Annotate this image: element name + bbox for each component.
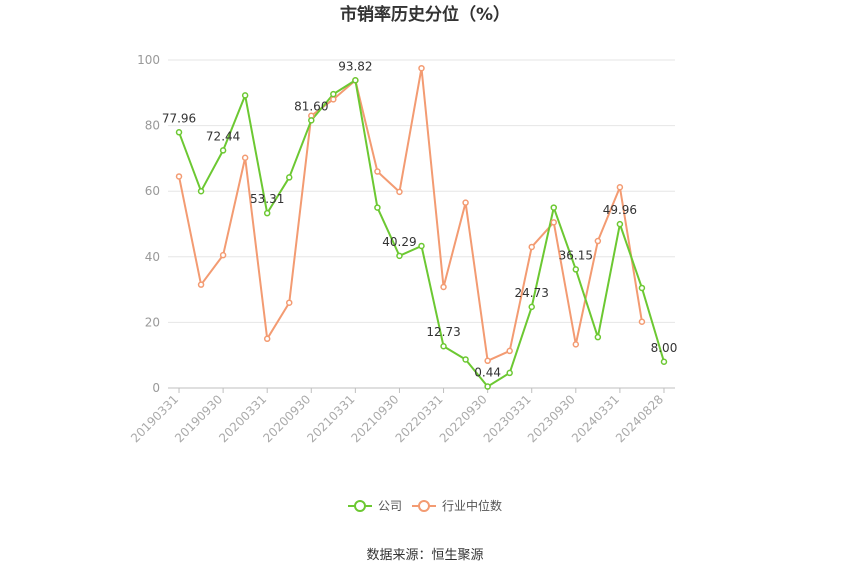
legend-item-company[interactable]: 公司 [348,499,402,513]
data-point-company[interactable] [440,342,447,350]
y-tick-label: 20 [145,315,160,329]
data-point-company[interactable] [462,356,469,363]
y-tick-label: 80 [145,119,160,133]
data-point-company[interactable] [175,129,183,136]
data-point-industry-median[interactable] [175,173,183,180]
data-point-company[interactable] [550,204,558,211]
data-point-company[interactable] [616,220,624,228]
series-line-company [178,79,665,388]
data-point-company[interactable] [594,333,602,341]
data-point-industry-median[interactable] [594,237,602,245]
data-point-industry-median[interactable] [616,184,624,191]
data-point-industry-median[interactable] [572,341,580,348]
legend-item-industry-median[interactable]: 行业中位数 [412,498,502,513]
data-point-company[interactable] [263,209,271,217]
data-label: 93.82 [338,59,372,73]
legend-label-industry-median: 行业中位数 [442,498,502,513]
data-point-industry-median[interactable] [638,318,646,325]
data-point-industry-median[interactable] [396,188,403,196]
data-label: 36.15 [559,248,593,262]
data-point-company[interactable] [506,369,513,377]
data-point-industry-median[interactable] [506,347,513,355]
data-point-company[interactable] [528,303,535,311]
data-point-company[interactable] [484,383,491,390]
data-point-industry-median[interactable] [330,96,337,103]
data-point-industry-median[interactable] [528,243,535,251]
data-point-industry-median[interactable] [462,199,469,206]
data-point-industry-median[interactable] [550,219,558,226]
data-point-industry-median[interactable] [263,335,271,343]
y-tick-label: 60 [145,184,160,198]
data-point-company[interactable] [352,77,359,84]
data-point-company[interactable] [241,92,249,99]
data-point-company[interactable] [396,252,403,260]
data-point-industry-median[interactable] [440,283,447,291]
y-tick-label: 100 [137,53,160,67]
legend-label-company: 公司 [378,499,402,513]
data-point-industry-median[interactable] [484,357,491,365]
series-lines [178,67,665,388]
data-label: 12.73 [426,325,460,339]
data-label: 72.44 [206,129,240,143]
data-label: 81.60 [294,99,328,113]
data-point-company[interactable] [572,266,580,273]
data-point-industry-median[interactable] [197,281,205,288]
data-label: 8.00 [651,341,678,355]
data-labels: 77.96 72.44 53.31 81.60 93.82 40.29 12.73 0.44 2… [162,59,677,379]
x-axis: 2019033120190930202003312020093020210331… [128,387,675,445]
data-label: 24.73 [515,286,549,300]
data-point-company[interactable] [285,174,293,181]
data-source: 数据来源：恒生聚源 [366,548,483,563]
data-label: 0.44 [474,366,501,380]
data-point-company[interactable] [219,147,227,154]
series-points [175,64,668,390]
chart-title: 市销率历史分位（%） [340,4,510,25]
legend-marker-industry-median [418,500,430,512]
data-label: 40.29 [382,235,416,249]
data-point-company[interactable] [418,242,425,250]
data-point-company[interactable] [660,358,668,366]
y-tick-label: 0 [152,381,160,395]
data-point-industry-median[interactable] [418,64,425,72]
grid-lines [168,59,675,323]
y-tick-label: 40 [145,250,160,264]
data-label: 77.96 [162,111,196,125]
data-label: 49.96 [603,203,637,217]
data-point-industry-median[interactable] [219,251,227,259]
data-label: 53.31 [250,192,284,206]
legend[interactable]: 公司 行业中位数 [348,498,502,513]
data-point-industry-median[interactable] [285,299,293,306]
data-point-company[interactable] [308,117,315,124]
data-point-industry-median[interactable] [374,168,381,175]
data-point-company[interactable] [330,90,337,98]
data-point-company[interactable] [374,204,381,211]
data-point-company[interactable] [197,187,205,195]
series-line-industry-median [178,67,643,362]
data-point-industry-median[interactable] [241,154,249,161]
x-tick-label: 20240828 [613,392,666,445]
data-point-company[interactable] [638,284,646,292]
legend-marker-company [354,500,366,512]
y-axis-ticks: 0 20 40 60 80 100 [137,53,160,395]
